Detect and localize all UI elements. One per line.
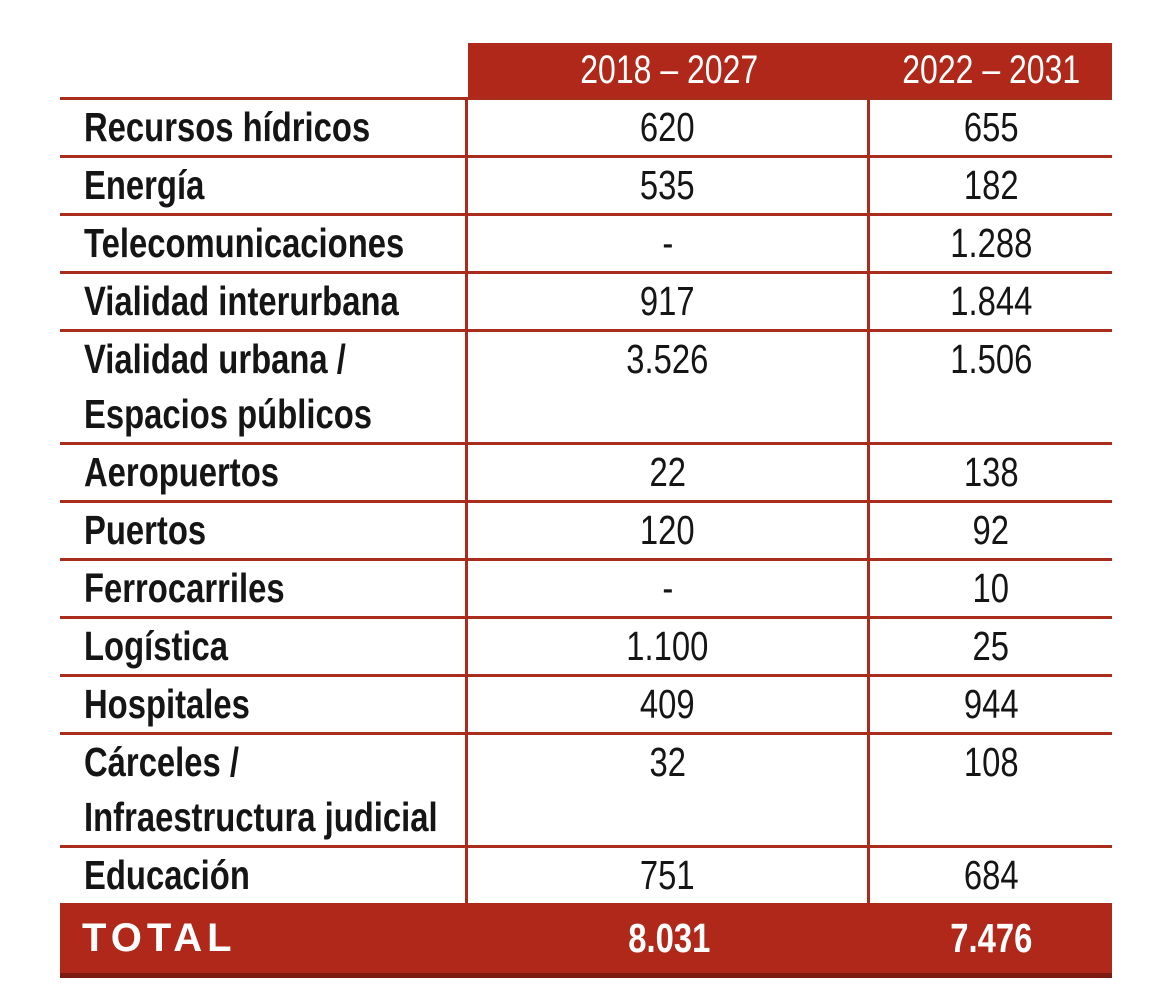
value-2018-2027: 32 — [649, 739, 686, 785]
investment-table: 2018 – 2027 2022 – 2031 Recursos hídrico… — [60, 43, 1112, 978]
value-cell-2022-2031: 1.288 — [870, 216, 1112, 271]
row-label-cell: Energía — [60, 158, 468, 213]
table-row-recursos-hidricos: Recursos hídricos 620 655 — [60, 97, 1112, 155]
value-cell-2022-2031: 25 — [870, 619, 1112, 674]
row-label-cell: Aeropuertos — [60, 445, 468, 500]
total-value-cell-2018-2027: 8.031 — [468, 903, 870, 973]
table-row-telecomunicaciones: Telecomunicaciones - 1.288 — [60, 213, 1112, 271]
row-label-cell: Vialidad urbana / Espacios públicos — [60, 332, 468, 442]
value-2022-2031: 1.506 — [949, 336, 1033, 382]
total-label-cell: TOTAL — [60, 916, 468, 961]
value-2018-2027: 409 — [640, 681, 695, 727]
value-cell-2018-2027: 1.100 — [468, 619, 870, 674]
value-2022-2031: 182 — [963, 162, 1019, 208]
column-header-2018-2027: 2018 – 2027 — [468, 43, 870, 97]
row-label: Recursos hídricos — [84, 104, 371, 150]
value-cell-2018-2027: 620 — [468, 100, 870, 155]
row-label: Aeropuertos — [84, 449, 280, 495]
value-2022-2031: 1.288 — [949, 220, 1033, 266]
row-label-cell: Logística — [60, 619, 468, 674]
value-cell-2022-2031: 10 — [870, 561, 1112, 616]
value-2018-2027: 1.100 — [626, 623, 709, 669]
value-2022-2031: 25 — [972, 623, 1010, 669]
table-header-row: 2018 – 2027 2022 – 2031 — [60, 43, 1112, 97]
value-cell-2022-2031: 655 — [870, 100, 1112, 155]
total-value-2022-2031: 7.476 — [949, 915, 1033, 961]
row-label: Educación — [84, 852, 250, 898]
value-cell-2018-2027: 917 — [468, 274, 870, 329]
value-2022-2031: 138 — [963, 449, 1019, 495]
row-label: Hospitales — [84, 681, 250, 727]
value-2018-2027: 120 — [640, 507, 695, 553]
value-2022-2031: 1.844 — [949, 278, 1033, 324]
table-row-vialidad-interurbana: Vialidad interurbana 917 1.844 — [60, 271, 1112, 329]
value-cell-2018-2027: 751 — [468, 848, 870, 903]
value-cell-2022-2031: 182 — [870, 158, 1112, 213]
value-cell-2018-2027: 32 — [468, 735, 870, 845]
column-header-label: 2022 – 2031 — [902, 48, 1080, 92]
value-2018-2027: - — [662, 220, 673, 266]
total-value-cell-2022-2031: 7.476 — [870, 903, 1112, 973]
row-label: Puertos — [84, 507, 207, 553]
row-label-cell: Recursos hídricos — [60, 100, 468, 155]
row-label: Vialidad interurbana — [84, 278, 399, 324]
value-2018-2027: 751 — [640, 852, 695, 898]
value-2022-2031: 944 — [963, 681, 1019, 727]
table-row-ferrocarriles: Ferrocarriles - 10 — [60, 558, 1112, 616]
value-2022-2031: 108 — [963, 739, 1019, 785]
value-2022-2031: 92 — [972, 507, 1010, 553]
table-row-carceles-infraestructura-judicial: Cárceles / Infraestructura judicial 32 1… — [60, 732, 1112, 845]
table-row-hospitales: Hospitales 409 944 — [60, 674, 1112, 732]
row-label-cell: Ferrocarriles — [60, 561, 468, 616]
value-cell-2022-2031: 944 — [870, 677, 1112, 732]
table-row-aeropuertos: Aeropuertos 22 138 — [60, 442, 1112, 500]
row-label: Telecomunicaciones — [84, 220, 405, 266]
value-2018-2027: 3.526 — [626, 336, 709, 382]
table-row-vialidad-urbana-espacios-publicos: Vialidad urbana / Espacios públicos 3.52… — [60, 329, 1112, 442]
total-value-2018-2027: 8.031 — [627, 915, 711, 961]
row-label-cell: Cárceles / Infraestructura judicial — [60, 735, 468, 845]
value-2018-2027: 535 — [640, 162, 695, 208]
header-spacer-cell — [60, 43, 468, 97]
row-label: Logística — [84, 623, 228, 669]
table-row-puertos: Puertos 120 92 — [60, 500, 1112, 558]
total-label: TOTAL — [82, 915, 237, 960]
value-cell-2018-2027: - — [468, 561, 870, 616]
value-cell-2022-2031: 684 — [870, 848, 1112, 903]
row-label-cell: Telecomunicaciones — [60, 216, 468, 271]
value-2018-2027: 620 — [640, 104, 695, 150]
value-cell-2018-2027: 120 — [468, 503, 870, 558]
value-cell-2022-2031: 138 — [870, 445, 1112, 500]
value-2022-2031: 10 — [972, 565, 1010, 611]
value-cell-2018-2027: 22 — [468, 445, 870, 500]
column-header-label: 2018 – 2027 — [580, 48, 758, 92]
value-cell-2022-2031: 92 — [870, 503, 1112, 558]
value-cell-2022-2031: 1.844 — [870, 274, 1112, 329]
value-cell-2018-2027: 535 — [468, 158, 870, 213]
value-2022-2031: 655 — [963, 104, 1019, 150]
value-2018-2027: 22 — [649, 449, 686, 495]
value-2018-2027: - — [662, 565, 673, 611]
table-row-energia: Energía 535 182 — [60, 155, 1112, 213]
header-band: 2018 – 2027 2022 – 2031 — [468, 43, 1112, 97]
table-total-row: TOTAL 8.031 7.476 — [60, 903, 1112, 978]
row-label: Ferrocarriles — [84, 565, 285, 611]
table-row-educacion: Educación 751 684 — [60, 845, 1112, 903]
value-cell-2022-2031: 108 — [870, 735, 1112, 845]
row-label: Vialidad urbana / Espacios públicos — [84, 336, 372, 437]
value-cell-2018-2027: - — [468, 216, 870, 271]
row-label: Energía — [84, 162, 205, 208]
row-label-cell: Educación — [60, 848, 468, 903]
value-cell-2022-2031: 1.506 — [870, 332, 1112, 442]
row-label-cell: Vialidad interurbana — [60, 274, 468, 329]
value-2018-2027: 917 — [640, 278, 695, 324]
value-2022-2031: 684 — [963, 852, 1019, 898]
row-label-cell: Puertos — [60, 503, 468, 558]
row-label-cell: Hospitales — [60, 677, 468, 732]
value-cell-2018-2027: 3.526 — [468, 332, 870, 442]
column-header-2022-2031: 2022 – 2031 — [870, 43, 1112, 97]
row-label: Cárceles / Infraestructura judicial — [84, 739, 438, 840]
value-cell-2018-2027: 409 — [468, 677, 870, 732]
table-row-logistica: Logística 1.100 25 — [60, 616, 1112, 674]
